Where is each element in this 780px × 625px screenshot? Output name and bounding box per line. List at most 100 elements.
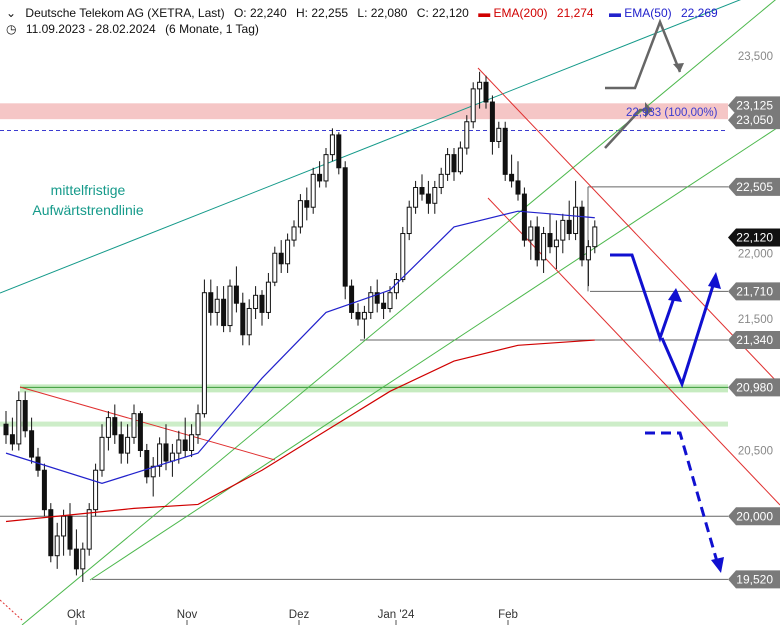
candle-body bbox=[214, 298, 220, 313]
ema50-legend: ▬ EMA(50) 22,269 bbox=[608, 6, 718, 20]
candle-body bbox=[48, 509, 54, 557]
interval-label: (6 Monate, 1 Tag) bbox=[165, 22, 259, 36]
candle-body bbox=[3, 423, 9, 436]
candle-body bbox=[317, 173, 323, 182]
candle-body bbox=[16, 400, 22, 445]
price-label-badge bbox=[728, 96, 780, 115]
candle-body bbox=[419, 187, 425, 195]
candle-body bbox=[349, 285, 355, 313]
blue-forecast-path-down bbox=[645, 431, 720, 566]
candle-body bbox=[304, 200, 310, 208]
price-label-text: 19,520 bbox=[736, 572, 773, 586]
candle-body bbox=[534, 226, 540, 261]
ema-lines bbox=[5, 210, 595, 523]
y-axis-tick-label: 21,500 bbox=[738, 314, 773, 326]
candle-body bbox=[99, 436, 105, 471]
candle-body bbox=[118, 434, 124, 454]
price-label-badge bbox=[728, 570, 780, 589]
candle-body bbox=[361, 311, 367, 320]
gray-forecast-up-2 bbox=[605, 18, 682, 90]
background-layer bbox=[0, 103, 728, 580]
candle-body bbox=[169, 452, 175, 462]
candle-body bbox=[22, 400, 28, 432]
candle-body bbox=[470, 88, 476, 123]
candle-body bbox=[61, 515, 67, 537]
x-axis-label: Dez bbox=[289, 609, 310, 621]
candle-body bbox=[515, 180, 521, 195]
candle-body bbox=[483, 81, 489, 103]
candle-body bbox=[227, 285, 233, 327]
x-axis-label: Nov bbox=[177, 609, 198, 621]
menu-chevron-icon[interactable]: ⌄ bbox=[6, 6, 17, 20]
blue-forecast-path-2 bbox=[660, 275, 718, 389]
candle-body bbox=[221, 298, 227, 327]
blue-forecast-path-1 bbox=[610, 253, 678, 343]
price-label-badge bbox=[728, 111, 780, 130]
red-downtrend-line bbox=[19, 386, 276, 461]
candle-body bbox=[105, 417, 111, 438]
price-label-badge bbox=[728, 177, 780, 196]
candle-body bbox=[400, 233, 406, 281]
candle-body bbox=[406, 206, 412, 235]
teal-trendline bbox=[0, 0, 741, 294]
price-label-text: 22,505 bbox=[736, 180, 773, 194]
ema200-line bbox=[5, 339, 595, 523]
candle-body bbox=[566, 219, 572, 235]
instrument-name: Deutsche Telekom AG (XETRA, Last) bbox=[25, 6, 225, 20]
candle-body bbox=[137, 413, 143, 451]
candle-body bbox=[579, 206, 585, 261]
candle-body bbox=[278, 252, 284, 265]
candle-body bbox=[112, 417, 118, 436]
candle-body bbox=[157, 443, 163, 467]
price-label-badge bbox=[728, 228, 780, 247]
candle-body bbox=[336, 134, 342, 169]
x-axis-label: Okt bbox=[67, 609, 86, 621]
support-zone-upper bbox=[20, 384, 728, 393]
candle-body bbox=[374, 292, 380, 304]
candle-body bbox=[585, 246, 591, 261]
candle-body bbox=[131, 413, 137, 438]
candle-body bbox=[41, 469, 47, 511]
candle-body bbox=[329, 134, 335, 156]
blue-arrow-head-2 bbox=[708, 272, 721, 289]
chart-header: ⌄ Deutsche Telekom AG (XETRA, Last) O: 2… bbox=[6, 6, 730, 20]
candle-body bbox=[342, 167, 348, 287]
fib-level-label: 22,933 (100,00%) bbox=[626, 107, 718, 119]
candlesticks bbox=[3, 71, 598, 582]
candle-body bbox=[240, 302, 246, 336]
candle-body bbox=[285, 239, 291, 265]
candle-body bbox=[509, 173, 515, 182]
candle-body bbox=[521, 193, 527, 241]
candle-body bbox=[195, 413, 201, 436]
candle-body bbox=[413, 187, 419, 208]
price-label-badge bbox=[728, 282, 780, 301]
candle-body bbox=[445, 154, 451, 175]
candle-body bbox=[150, 465, 156, 478]
candle-body bbox=[163, 443, 169, 462]
high-value: H: 22,255 bbox=[296, 6, 349, 20]
blue-arrow-head-down bbox=[711, 557, 724, 573]
red-channel-upper bbox=[477, 67, 780, 386]
candle-body bbox=[355, 311, 361, 320]
candle-body bbox=[541, 233, 547, 261]
ema50-line bbox=[5, 210, 595, 485]
candle-body bbox=[67, 515, 73, 550]
open-value: O: 22,240 bbox=[233, 6, 287, 20]
candle-body bbox=[93, 469, 99, 511]
resistance-zone bbox=[0, 103, 728, 120]
price-label-text: 20,980 bbox=[736, 380, 773, 394]
candle-body bbox=[80, 548, 86, 570]
y-axis-tick-label: 20,500 bbox=[738, 446, 773, 458]
price-label-badge bbox=[728, 378, 780, 397]
candle-body bbox=[457, 147, 463, 173]
candle-body bbox=[310, 173, 316, 208]
candle-body bbox=[182, 439, 188, 452]
candle-body bbox=[368, 292, 374, 313]
candle-body bbox=[144, 450, 150, 478]
candle-body bbox=[496, 127, 502, 142]
y-axis-tick-label: 22,000 bbox=[738, 248, 773, 260]
candle-body bbox=[189, 434, 195, 452]
price-label-badge bbox=[728, 331, 780, 350]
candle-body bbox=[253, 294, 259, 309]
